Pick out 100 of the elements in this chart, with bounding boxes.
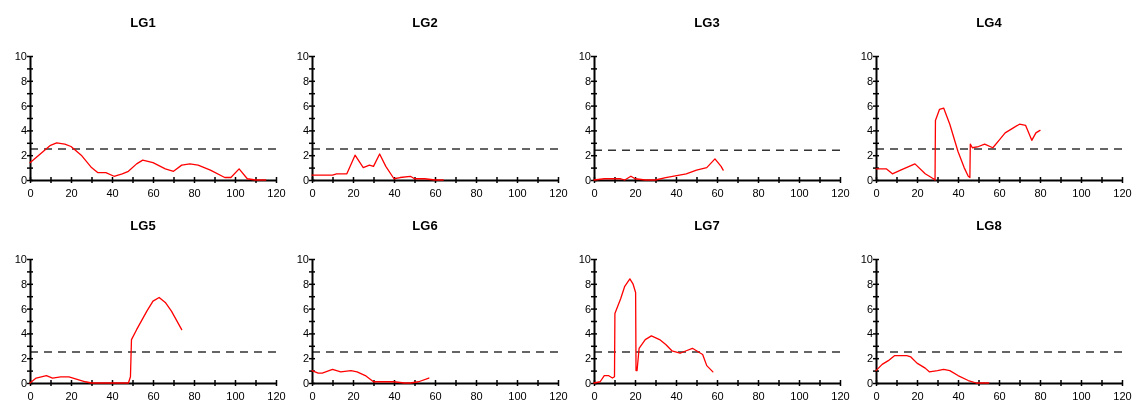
y-tick-label: 2: [866, 149, 873, 162]
y-tick-label: 10: [14, 50, 27, 63]
x-tick-label: 100: [508, 186, 527, 199]
y-tick-label: 10: [578, 253, 591, 266]
x-tick-label: 80: [188, 186, 201, 199]
y-tick-label: 0: [302, 174, 309, 187]
x-tick-label: 120: [1113, 186, 1132, 199]
chart-title: LG2: [412, 15, 438, 30]
x-tick-label: 100: [1072, 186, 1091, 199]
y-tick-label: 2: [302, 352, 309, 365]
y-tick-label: 10: [14, 253, 27, 266]
y-tick-label: 8: [584, 277, 591, 290]
y-tick-label: 8: [866, 277, 873, 290]
y-tick-label: 4: [584, 327, 591, 340]
x-tick-label: 20: [911, 186, 924, 199]
chart-title: LG3: [694, 15, 720, 30]
x-tick-label: 40: [952, 186, 965, 199]
x-tick-label: 80: [1034, 186, 1047, 199]
x-tick-label: 60: [147, 186, 160, 199]
y-tick-label: 6: [302, 302, 309, 315]
y-tick-label: 4: [20, 327, 27, 340]
x-tick-label: 40: [106, 186, 119, 199]
x-tick-label: 80: [470, 186, 483, 199]
chart-title: LG6: [412, 218, 438, 233]
y-tick-label: 4: [302, 327, 309, 340]
x-tick-label: 80: [470, 389, 483, 402]
y-tick-label: 0: [584, 174, 591, 187]
y-tick-label: 10: [860, 50, 873, 63]
x-tick-label: 60: [429, 389, 442, 402]
x-tick-label: 120: [831, 389, 850, 402]
y-tick-label: 2: [584, 149, 591, 162]
chart-title: LG4: [976, 15, 1003, 30]
y-tick-label: 8: [302, 277, 309, 290]
y-tick-label: 2: [20, 149, 27, 162]
y-tick-label: 6: [302, 99, 309, 112]
x-tick-label: 60: [993, 186, 1006, 199]
y-tick-label: 6: [20, 99, 27, 112]
y-tick-label: 0: [20, 174, 27, 187]
chart-title: LG8: [976, 218, 1002, 233]
y-tick-label: 0: [866, 377, 873, 390]
x-tick-label: 120: [267, 186, 286, 199]
y-tick-label: 2: [866, 352, 873, 365]
x-tick-label: 80: [188, 389, 201, 402]
x-tick-label: 100: [790, 186, 809, 199]
x-tick-label: 40: [670, 186, 683, 199]
x-tick-label: 60: [711, 186, 724, 199]
y-tick-label: 6: [20, 302, 27, 315]
x-tick-label: 120: [549, 186, 568, 199]
x-tick-label: 20: [347, 389, 360, 402]
chart-title: LG7: [694, 218, 720, 233]
y-tick-label: 4: [866, 124, 873, 137]
y-tick-label: 10: [860, 253, 873, 266]
y-tick-label: 8: [866, 74, 873, 87]
y-tick-label: 0: [584, 377, 591, 390]
x-tick-label: 40: [670, 389, 683, 402]
y-tick-label: 8: [584, 74, 591, 87]
y-tick-label: 8: [302, 74, 309, 87]
y-tick-label: 6: [866, 302, 873, 315]
x-tick-label: 20: [911, 389, 924, 402]
x-tick-label: 60: [993, 389, 1006, 402]
x-tick-label: 100: [226, 186, 245, 199]
x-tick-label: 120: [1113, 389, 1132, 402]
y-tick-label: 6: [584, 302, 591, 315]
y-tick-label: 4: [584, 124, 591, 137]
x-tick-label: 40: [388, 186, 401, 199]
x-tick-label: 80: [1034, 389, 1047, 402]
chart-title: LG1: [130, 15, 156, 30]
x-tick-label: 100: [790, 389, 809, 402]
y-tick-label: 2: [20, 352, 27, 365]
x-tick-label: 120: [267, 389, 286, 402]
y-tick-label: 0: [302, 377, 309, 390]
x-tick-label: 60: [147, 389, 160, 402]
x-tick-label: 60: [711, 389, 724, 402]
y-tick-label: 2: [302, 149, 309, 162]
chart-title: LG5: [130, 218, 156, 233]
x-tick-label: 120: [831, 186, 850, 199]
x-tick-label: 20: [629, 389, 642, 402]
y-tick-label: 10: [578, 50, 591, 63]
x-tick-label: 100: [226, 389, 245, 402]
y-tick-label: 6: [866, 99, 873, 112]
y-tick-label: 4: [20, 124, 27, 137]
y-tick-label: 4: [302, 124, 309, 137]
y-tick-label: 0: [20, 377, 27, 390]
y-tick-label: 10: [296, 253, 309, 266]
x-tick-label: 20: [347, 186, 360, 199]
y-tick-label: 0: [866, 174, 873, 187]
x-tick-label: 80: [752, 389, 765, 402]
x-tick-label: 40: [952, 389, 965, 402]
y-tick-label: 2: [584, 352, 591, 365]
x-tick-label: 80: [752, 186, 765, 199]
x-tick-label: 40: [388, 389, 401, 402]
y-tick-label: 6: [584, 99, 591, 112]
x-tick-label: 40: [106, 389, 119, 402]
x-tick-label: 120: [549, 389, 568, 402]
x-tick-label: 20: [65, 186, 78, 199]
x-tick-label: 60: [429, 186, 442, 199]
x-tick-label: 20: [629, 186, 642, 199]
x-tick-label: 20: [65, 389, 78, 402]
x-tick-label: 100: [1072, 389, 1091, 402]
y-tick-label: 10: [296, 50, 309, 63]
